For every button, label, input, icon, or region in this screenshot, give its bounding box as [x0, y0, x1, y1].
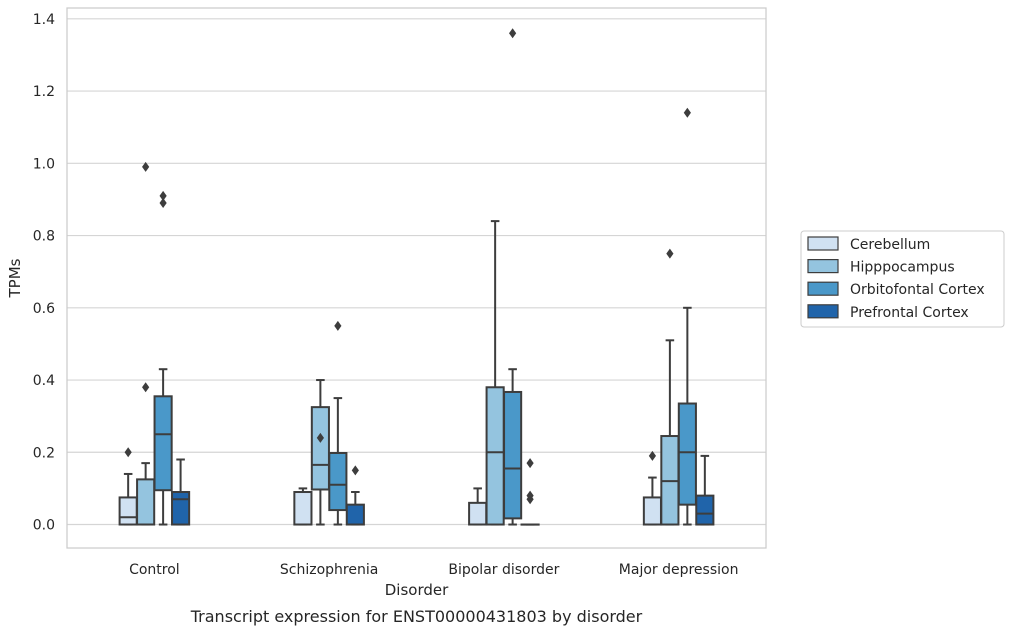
- y-tick-label: 1.2: [33, 84, 55, 100]
- box-body: [677, 402, 697, 506]
- figure-caption: Transcript expression for ENST0000043180…: [190, 607, 643, 626]
- y-tick-label: 0.6: [33, 301, 55, 317]
- x-tick-label: Bipolar disorder: [448, 562, 559, 578]
- plot-frame: [66, 7, 767, 549]
- legend-label: Prefrontal Cortex: [850, 305, 969, 321]
- box-body: [328, 452, 348, 512]
- x-axis-label: Disorder: [385, 581, 449, 599]
- outlier-point: [159, 190, 167, 201]
- outlier-point: [509, 28, 517, 39]
- box-2-1: [485, 220, 505, 526]
- box-body: [642, 496, 662, 526]
- outlier-point: [334, 320, 342, 331]
- outlier-point: [159, 198, 167, 209]
- legend-frame: [800, 230, 1005, 328]
- legend-swatch: [807, 281, 839, 296]
- y-tick-label: 1.4: [33, 12, 55, 28]
- box-3-2: [677, 107, 697, 526]
- box-body: [695, 494, 715, 526]
- x-tick-labels: Control Schizophrenia Bipolar disorder Majo…: [129, 562, 738, 578]
- box-body: [171, 491, 191, 526]
- gridlines: [67, 18, 766, 526]
- box-1-3: [345, 465, 365, 526]
- legend-swatch: [807, 236, 839, 251]
- outlier-point: [666, 248, 674, 259]
- outlier-point: [526, 490, 534, 501]
- box-body: [345, 503, 365, 526]
- box-3-1: [660, 248, 680, 526]
- box-body: [485, 386, 505, 526]
- box-0-2: [153, 190, 173, 526]
- x-tick-label: Major depression: [619, 562, 739, 578]
- legend-label: Orbitofontal Cortex: [850, 282, 985, 298]
- legend: Cerebellum Hipppocampus Orbitofontal Corte…: [800, 230, 1005, 328]
- y-tick-label: 1.0: [33, 156, 55, 172]
- box-3-0: [642, 450, 662, 526]
- box-3-3: [695, 454, 715, 526]
- box-body: [468, 501, 488, 526]
- box-body: [293, 491, 313, 526]
- outlier-point: [142, 382, 150, 393]
- box-body: [118, 496, 138, 526]
- outlier-point: [124, 447, 132, 458]
- y-tick-label: 0.2: [33, 445, 55, 461]
- y-tick-label: 0.8: [33, 229, 55, 245]
- x-tick-label: Schizophrenia: [280, 562, 378, 578]
- y-axis-label: TPMs: [6, 258, 24, 298]
- box-body: [153, 395, 173, 492]
- box-0-0: [118, 447, 138, 526]
- legend-label: Hipppocampus: [850, 260, 955, 276]
- outlier-point: [142, 161, 150, 172]
- y-tick-label: 0.0: [33, 518, 55, 534]
- box-2-2: [503, 28, 523, 526]
- legend-label: Cerebellum: [850, 237, 930, 253]
- box-2-3: [520, 458, 540, 526]
- outlier-point: [683, 107, 691, 118]
- y-tick-label: 0.4: [33, 373, 55, 389]
- box-1-0: [293, 487, 313, 526]
- outlier-point: [351, 465, 359, 476]
- outlier-point: [526, 458, 534, 469]
- legend-swatch: [807, 304, 839, 319]
- box-0-1: [136, 161, 156, 526]
- legend-items: Cerebellum Hipppocampus Orbitofontal Corte…: [807, 236, 985, 321]
- x-tick-label: Control: [129, 562, 180, 578]
- legend-swatch: [807, 259, 839, 274]
- box-body: [136, 478, 156, 526]
- box-plot-series: [118, 28, 715, 526]
- box-body: [310, 406, 330, 491]
- box-1-1: [310, 379, 330, 526]
- outlier-point: [648, 450, 657, 461]
- box-2-0: [468, 487, 488, 526]
- box-body: [503, 390, 523, 520]
- box-1-2: [328, 320, 348, 526]
- y-tick-labels: 0.0 0.2 0.4 0.6 0.8 1.0 1.2 1.4: [33, 12, 55, 534]
- outlier-point: [316, 432, 324, 443]
- box-0-3: [171, 458, 191, 526]
